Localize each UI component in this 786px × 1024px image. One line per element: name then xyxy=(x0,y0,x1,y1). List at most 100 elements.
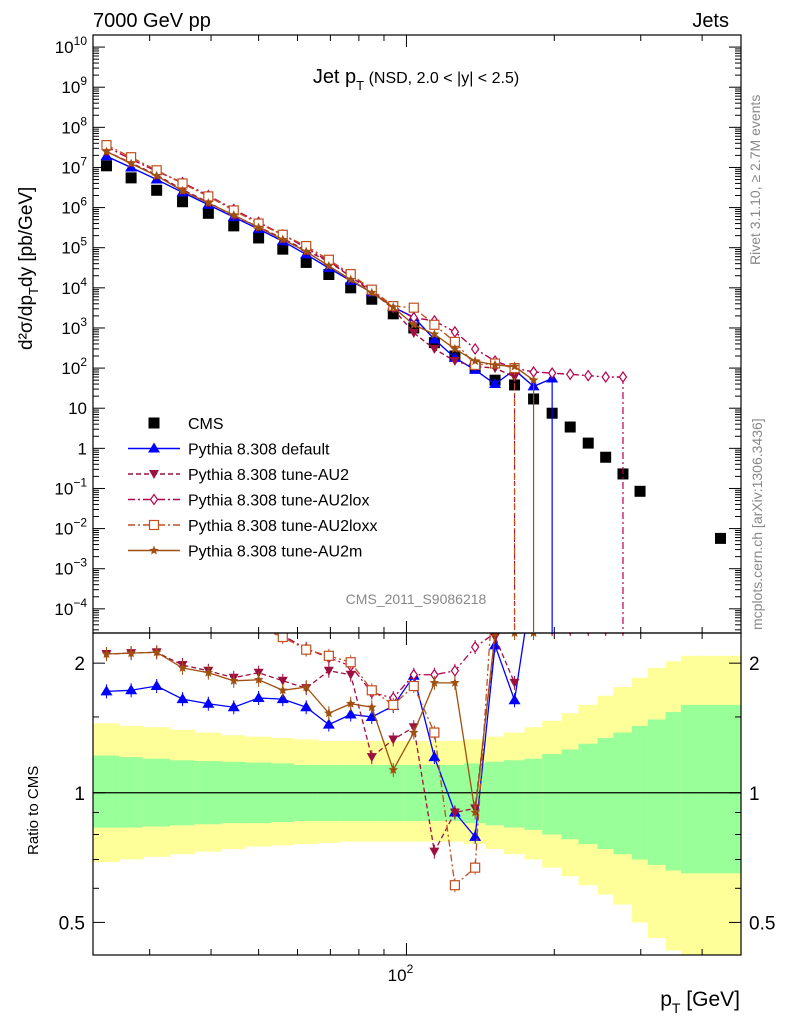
ratio-point xyxy=(344,708,357,719)
ratio-point xyxy=(126,648,136,658)
rivet-side-label: Rivet 3.1.10, ≥ 2.7M events xyxy=(747,95,763,265)
band-green xyxy=(485,761,505,826)
ratio-point xyxy=(428,751,441,762)
data-point xyxy=(470,342,480,355)
data-point xyxy=(126,158,136,168)
y-tick-label: 1010 xyxy=(55,34,88,57)
ratio-point xyxy=(176,693,189,704)
x-tick-label: 102 xyxy=(388,962,414,985)
ratio-point xyxy=(366,753,377,763)
data-point xyxy=(228,220,240,232)
band-green xyxy=(504,760,526,828)
data-point xyxy=(429,319,440,330)
data-point xyxy=(202,207,214,219)
data-point xyxy=(367,287,377,297)
ratio-point xyxy=(322,718,335,729)
ratio-point xyxy=(277,633,288,643)
data-point xyxy=(509,372,520,382)
band-green xyxy=(542,754,563,835)
data-point xyxy=(429,344,440,354)
ratio-point xyxy=(449,880,460,891)
data-point xyxy=(346,274,356,284)
ratio-point xyxy=(204,603,213,612)
ratio-point xyxy=(367,702,377,712)
series-5 xyxy=(101,146,539,633)
ratio-point xyxy=(203,667,214,677)
ratio-point xyxy=(252,692,265,703)
ratio-point xyxy=(449,808,460,818)
ratio-point xyxy=(177,662,188,672)
ratio-point xyxy=(429,727,440,738)
ratio-point xyxy=(229,610,238,619)
ratio-uncertainty-bands xyxy=(93,554,741,955)
data-point xyxy=(600,451,612,463)
ratio-series-1 xyxy=(100,633,526,844)
ratio-point xyxy=(230,609,237,619)
data-point xyxy=(323,268,335,280)
y-tick-label: 108 xyxy=(61,114,87,137)
ratio-point xyxy=(408,680,419,692)
ratio-point xyxy=(365,710,378,721)
y-tick-label: 102 xyxy=(61,355,87,378)
ratio-point xyxy=(388,735,399,745)
y-tick-label: 10−2 xyxy=(54,516,87,539)
ratio-point xyxy=(202,697,215,708)
data-point xyxy=(253,232,265,244)
legend-label: Pythia 8.308 default xyxy=(188,442,330,459)
data-point xyxy=(177,196,189,208)
data-point xyxy=(528,375,539,385)
analysis-watermark: CMS_2011_S9086218 xyxy=(346,591,487,607)
legend-item: Pythia 8.308 tune-AU2loxx xyxy=(128,518,377,535)
ratio-point xyxy=(530,633,537,637)
data-point xyxy=(489,378,502,389)
ratio-point xyxy=(101,649,112,659)
ratio-line xyxy=(106,633,534,813)
legend-item: Pythia 8.308 tune-AU2m xyxy=(128,544,362,561)
y-tick-label: 104 xyxy=(61,275,87,298)
data-point xyxy=(203,198,214,208)
data-point xyxy=(428,333,441,344)
series-layer xyxy=(100,140,726,633)
ratio-point xyxy=(323,666,334,676)
ratio-point xyxy=(491,554,500,563)
y-axis-label: d²σ/dpTdy [pb/GeV] xyxy=(16,187,41,350)
series-line xyxy=(106,150,534,381)
ratio-point xyxy=(127,571,136,580)
legend-item: Pythia 8.308 tune-AU2 xyxy=(128,467,349,484)
data-point xyxy=(366,293,378,305)
data-point xyxy=(278,234,288,244)
plot-title: Jet pT (NSD, 2.0 < |y| < 2.5) xyxy=(313,66,519,93)
data-point xyxy=(408,302,419,313)
legend-item: CMS xyxy=(148,416,224,433)
data-point xyxy=(714,532,726,544)
data-point xyxy=(582,437,594,449)
legend: CMS Pythia 8.308 default Pythia 8.308 tune… xyxy=(128,416,377,561)
ratio-tick-label-right: 2 xyxy=(749,654,760,675)
y-tick-label: 105 xyxy=(61,235,87,258)
data-point xyxy=(601,370,610,384)
data-point xyxy=(547,367,557,380)
header-left: 7000 GeV pp xyxy=(93,10,211,32)
ratio-point xyxy=(366,685,377,696)
ratio-point xyxy=(346,698,356,708)
legend-marker xyxy=(149,545,159,555)
ratio-point xyxy=(205,595,212,605)
band-green xyxy=(665,712,682,871)
ratio-point xyxy=(469,830,482,841)
ratio-point xyxy=(345,670,356,680)
data-point xyxy=(324,261,334,270)
legend-marker xyxy=(148,417,160,429)
ratio-point xyxy=(409,727,419,737)
ratio-tick-label-left: 0.5 xyxy=(59,913,85,934)
data-point xyxy=(450,343,460,353)
mcplots-side-label: mcplots.cern.ch [arXiv:1306.3436] xyxy=(749,418,765,630)
data-point xyxy=(177,185,188,195)
ratio-point xyxy=(470,640,480,654)
legend-label: Pythia 8.308 tune-AU2lox xyxy=(188,493,369,510)
data-point xyxy=(564,421,576,433)
ratio-point xyxy=(151,647,162,657)
series-1 xyxy=(100,150,559,633)
data-point xyxy=(449,357,460,367)
ratio-tick-label-right: 0.5 xyxy=(749,913,775,934)
